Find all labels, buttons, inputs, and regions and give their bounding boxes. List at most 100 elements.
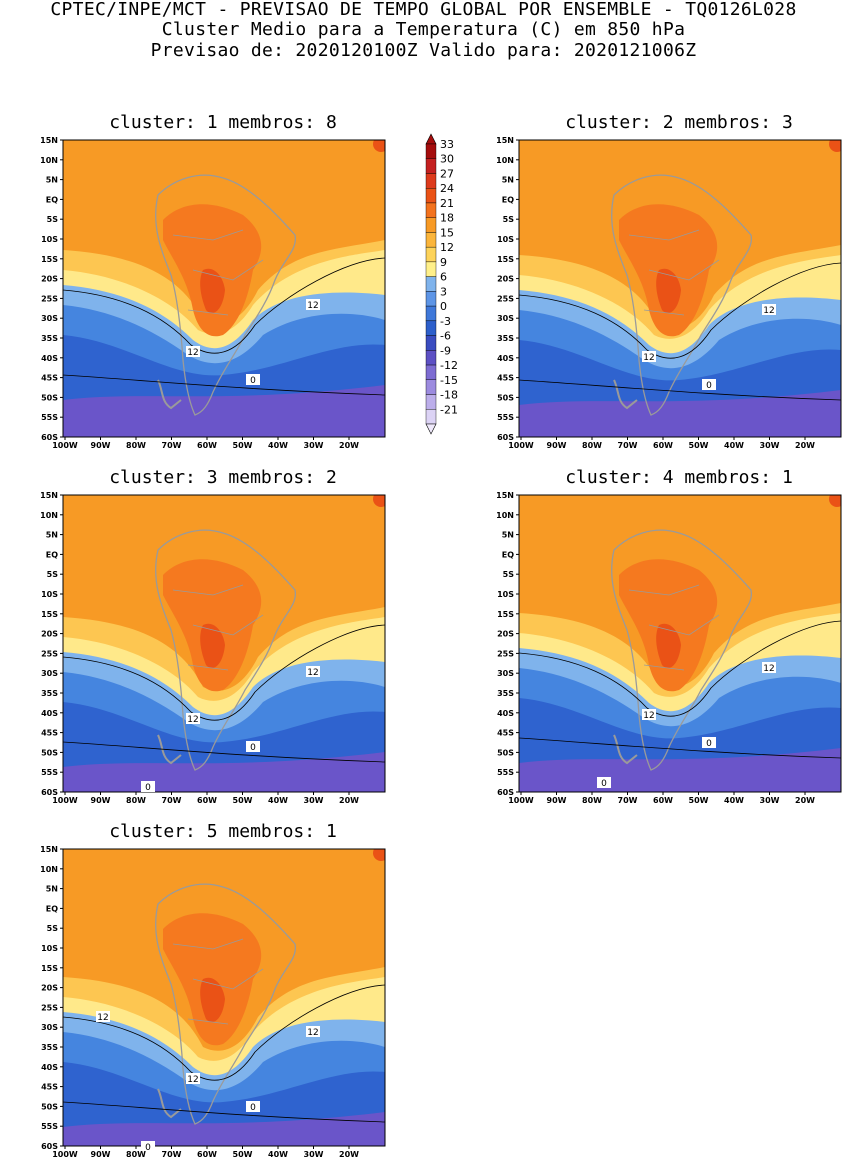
panel-3-title: cluster: 3 membros: 2 [109,467,337,488]
lat-label: 40S [497,709,514,718]
lon-label: 40W [268,796,288,805]
colorbar-label: 33 [440,138,454,151]
lon-label: 90W [91,441,111,450]
country-borders [172,584,264,671]
continent-outline [155,529,296,771]
panel-1-title: cluster: 1 membros: 8 [109,112,337,133]
lat-label: 45S [41,374,58,383]
color-band [519,290,841,371]
contour-label-bg [141,1141,155,1152]
lat-label: 15N [496,136,514,145]
colorbar-swatch [425,335,437,351]
color-band [63,607,385,703]
lat-label: 40S [41,354,58,363]
colorbar-label: 30 [440,153,454,166]
lat-label: 20S [497,275,514,284]
contour-label-bg [96,1011,110,1022]
colorbar-top-arrow [425,133,437,145]
lat-label: 55S [41,1122,58,1131]
lat-label: 20S [41,984,58,993]
lat-label: 50S [41,1102,58,1111]
contour-0 [519,737,841,759]
lat-label: 5S [47,570,59,579]
colorbar-swatch [425,291,437,307]
colorbar-label: -9 [440,344,451,357]
lat-label: 45S [41,729,58,738]
lon-label: 70W [618,796,638,805]
lat-label: 20S [41,275,58,284]
contour-0 [519,379,841,401]
contour-12 [519,262,841,359]
color-bands [63,240,385,437]
lat-label: 15S [41,610,58,619]
lat-label: 30S [41,1023,58,1032]
panel-2-title: cluster: 2 membros: 3 [565,112,793,133]
contour-0 [63,741,385,763]
lon-label: 30W [304,441,324,450]
lat-label: 55S [41,768,58,777]
contour-label-c12a: 12 [187,715,198,725]
color-band [63,652,385,733]
lon-label: 40W [724,441,744,450]
lat-label: 15S [41,964,58,973]
lat-label: 5N [46,531,58,540]
lon-label: 100W [52,441,78,450]
colorbar-swatch [425,409,437,425]
lat-label: 45S [41,1083,58,1092]
lat-label: 10S [497,590,514,599]
cluster-3-map: 12 12 0 0 15N 10N 5N EQ 5S 10S 15S 20S 25S 30S 35S 40S 4… [40,491,386,805]
lat-label: 35S [41,334,58,343]
contour-label-c12a: 12 [643,353,654,363]
lat-label: 5S [503,570,515,579]
colorbar-swatch [425,188,437,204]
patagonia-islands [157,1088,182,1119]
lon-label: 80W [582,441,602,450]
lat-label: 35S [497,334,514,343]
lon-label: 80W [126,796,146,805]
temperature-field [63,495,385,792]
contour-0 [63,374,385,396]
color-bands [63,967,385,1146]
panel-5-title: cluster: 5 membros: 1 [109,821,337,842]
color-band [63,967,385,1063]
contour-label-c12b: 12 [307,1028,318,1038]
map-area: 12 12 0 0 [62,494,386,793]
contour-label-c12a: 12 [643,711,654,721]
colorbar-swatch [425,394,437,410]
hot-core [200,977,225,1023]
lat-label: 50S [497,393,514,402]
temperature-field [63,140,385,437]
color-band [63,1112,385,1146]
colorbar-label: 9 [440,256,447,269]
lat-label: 10S [41,235,58,244]
map-area: 12 12 12 0 0 [62,848,386,1153]
warm-spot [373,849,385,861]
country-borders [172,938,264,1025]
contour-label-c0b: 0 [145,783,151,793]
contour-label-c0: 0 [706,381,712,391]
patagonia-islands [157,379,182,410]
color-band [63,1012,385,1093]
colorbar-swatch [425,143,437,159]
lon-label: 40W [268,1150,288,1159]
contour-label-bg [141,781,155,792]
color-band [519,390,841,437]
lat-label: 15N [40,491,58,500]
lat-label: 60S [497,788,514,797]
contour-label-bg [642,709,656,720]
lon-label: 50W [233,1150,253,1159]
contour-label-bg [306,299,320,310]
map-frame [62,494,386,793]
lon-label: 30W [760,796,780,805]
color-band [63,702,385,772]
color-band [519,613,841,713]
colorbar-swatch [425,320,437,336]
patagonia-islands [613,379,638,410]
hot-core [656,623,681,669]
lat-label: 35S [497,689,514,698]
colorbar-swatch [425,379,437,395]
hot-core [200,268,225,314]
contour-label-bg [186,1073,200,1084]
lon-label: 20W [339,1150,359,1159]
colorbar-swatch [425,232,437,248]
